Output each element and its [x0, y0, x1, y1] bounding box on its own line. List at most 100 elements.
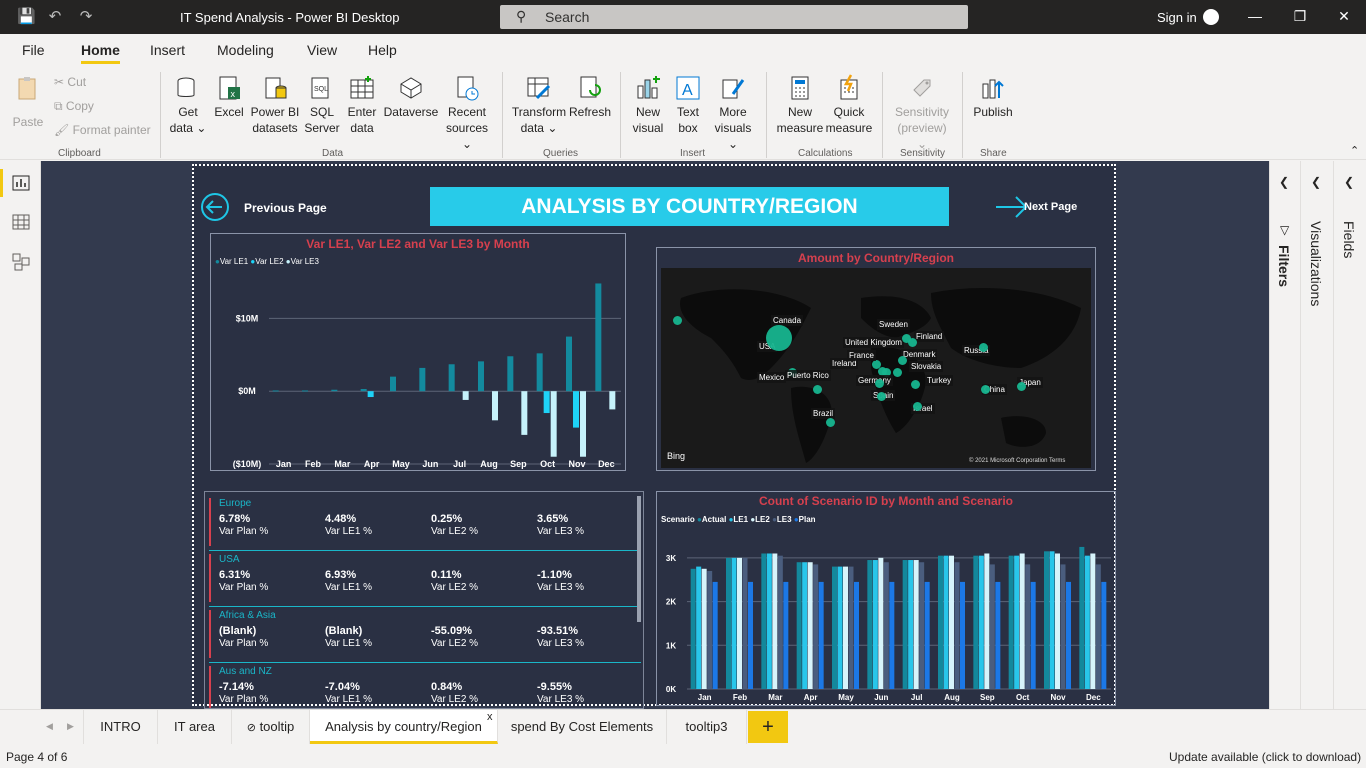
map-point[interactable] — [980, 384, 990, 394]
refresh-button[interactable]: Refresh — [568, 74, 612, 120]
kpi-row[interactable]: USA 6.31% Var Plan % 6.93% Var LE1 % 0.11% Var… — [205, 552, 643, 608]
get-data-button[interactable]: Get data ⌄ — [168, 74, 208, 136]
sql-server-button[interactable]: SQL SQL Server — [304, 74, 340, 136]
previous-page-button[interactable]: Previous Page — [244, 201, 327, 215]
kpi-value: 0.25% — [431, 513, 463, 525]
map-point[interactable] — [910, 379, 920, 389]
kpi-row[interactable]: Aus and NZ -7.14% Var Plan % -7.04% Var LE1 … — [205, 664, 643, 708]
filters-pane[interactable]: ❮ ▽ Filters — [1269, 161, 1300, 709]
excel-button[interactable]: x Excel — [212, 74, 246, 120]
enter-data-button[interactable]: Enter data — [344, 74, 380, 136]
collapse-visualizations-icon[interactable]: ❮ — [1311, 175, 1322, 189]
publish-button[interactable]: Publish — [970, 74, 1016, 120]
map-point[interactable] — [901, 333, 911, 343]
model-view-icon[interactable] — [12, 253, 30, 271]
menu-help[interactable]: Help — [368, 42, 397, 58]
kpi-row[interactable]: Africa & Asia (Blank) Var Plan % (Blank) Var… — [205, 608, 643, 664]
map-point[interactable] — [766, 325, 792, 351]
menu-modeling[interactable]: Modeling — [217, 42, 274, 58]
report-view-icon[interactable] — [12, 175, 30, 191]
header-banner: ANALYSIS BY COUNTRY/REGION — [430, 187, 949, 226]
kpi-accent — [209, 610, 211, 658]
transform-data-icon — [527, 77, 551, 100]
data-view-icon[interactable] — [12, 214, 30, 230]
y-tick-label: 1K — [666, 641, 676, 650]
add-page-icon[interactable]: + — [748, 711, 788, 743]
fields-pane[interactable]: ❮ Fields — [1333, 161, 1366, 709]
sign-in-link[interactable]: Sign in — [1157, 10, 1197, 25]
menu-insert[interactable]: Insert — [150, 42, 186, 58]
map-canvas[interactable]: Canada USA Mexico Puerto Rico Brazil Ireland U… — [661, 268, 1091, 468]
kpi-list[interactable]: Europe 6.78% Var Plan % 4.48% Var LE1 % 0.25%… — [204, 491, 644, 709]
kpi-row[interactable]: Europe 6.78% Var Plan % 4.48% Var LE1 % 0.25%… — [205, 496, 643, 552]
next-page-button[interactable]: Next Page — [1024, 201, 1078, 213]
save-icon[interactable]: 💾 — [17, 8, 36, 25]
tab-intro[interactable]: INTRO — [83, 710, 158, 744]
text-box-button[interactable]: A Text box — [670, 74, 706, 136]
menu-file[interactable]: File — [22, 42, 45, 58]
collapse-ribbon-icon[interactable]: ⌃ — [1350, 145, 1360, 157]
dataverse-button[interactable]: Dataverse — [383, 74, 439, 120]
more-visuals-button[interactable]: More visuals ⌄ — [708, 74, 758, 152]
previous-page-icon[interactable] — [200, 192, 230, 222]
close-tab-icon[interactable]: x — [487, 711, 493, 723]
map-point[interactable] — [897, 355, 907, 365]
bar — [984, 553, 990, 689]
map-point[interactable] — [825, 417, 835, 427]
collapse-filters-icon[interactable]: ❮ — [1279, 175, 1290, 189]
tab-scroll-right-icon[interactable]: ▶ — [67, 721, 74, 731]
map-point[interactable] — [874, 378, 884, 388]
recent-sources-button[interactable]: Recent sources ⌄ — [440, 74, 494, 152]
format-painter-button[interactable]: 🖌 Format painter — [54, 122, 151, 138]
copy-button[interactable]: ⧉ Copy — [54, 98, 94, 114]
new-measure-button[interactable]: New measure — [776, 74, 824, 136]
map-point[interactable] — [907, 337, 917, 347]
kpi-scrollbar[interactable] — [637, 496, 641, 622]
sensitivity-button[interactable]: Sensitivity (preview) ⌄ — [892, 74, 952, 152]
undo-icon[interactable]: ↶ — [48, 8, 62, 25]
new-visual-button[interactable]: New visual — [630, 74, 666, 136]
tab-tooltip[interactable]: ⊘ tooltip — [232, 710, 310, 744]
tab-tooltip3[interactable]: tooltip3 — [667, 710, 747, 744]
minimize-icon[interactable]: — — [1248, 8, 1262, 24]
tab-spend-by-cost-elements[interactable]: spend By Cost Elements — [498, 710, 667, 744]
menu-view[interactable]: View — [307, 42, 338, 58]
map-point[interactable] — [672, 315, 682, 325]
map-point[interactable] — [876, 391, 886, 401]
map-point[interactable] — [912, 401, 922, 411]
tab-it-area[interactable]: IT area — [158, 710, 232, 744]
bar — [978, 555, 984, 689]
map-point[interactable] — [871, 359, 881, 369]
x-tick-label: Oct — [540, 459, 555, 469]
fields-label[interactable]: Fields — [1341, 221, 1357, 259]
visualizations-pane[interactable]: ❮ Visualizations — [1300, 161, 1333, 709]
filters-label[interactable]: Filters — [1276, 245, 1292, 288]
bar — [609, 391, 616, 410]
next-page-icon[interactable] — [994, 192, 1028, 222]
var-le-chart[interactable]: Var LE1, Var LE2 and Var LE3 by Month ●V… — [210, 233, 626, 471]
scenario-count-chart[interactable]: Count of Scenario ID by Month and Scenar… — [656, 491, 1116, 706]
map-point[interactable] — [978, 342, 988, 352]
menu-home[interactable]: Home — [81, 42, 120, 64]
redo-icon[interactable]: ↷ — [79, 8, 93, 25]
map-point[interactable] — [812, 384, 822, 394]
power-bi-datasets-button[interactable]: Power BI datasets — [249, 74, 301, 136]
quick-measure-button[interactable]: Quick measure — [824, 74, 874, 136]
restore-icon[interactable]: ❐ — [1293, 8, 1307, 24]
map-point[interactable] — [892, 367, 902, 377]
search-box[interactable]: ⚲ Search — [500, 5, 968, 29]
tab-analysis-by-country[interactable]: Analysis by country/Region x — [310, 710, 498, 744]
country-map[interactable]: Amount by Country/Region Canada USA Mexico… — [656, 247, 1096, 471]
visualizations-label[interactable]: Visualizations — [1308, 221, 1324, 307]
tab-scroll-left-icon[interactable]: ◀ — [46, 721, 53, 731]
update-available-link[interactable]: Update available (click to download) — [1169, 750, 1362, 764]
paste-button[interactable]: Paste — [10, 74, 46, 129]
close-icon[interactable]: ✕ — [1338, 8, 1350, 24]
map-point[interactable] — [1016, 381, 1026, 391]
avatar[interactable] — [1203, 9, 1219, 25]
cut-button[interactable]: ✂ Cut — [54, 74, 86, 90]
collapse-fields-icon[interactable]: ❮ — [1344, 175, 1355, 189]
kpi-value: -7.04% — [325, 681, 360, 693]
map-point[interactable] — [881, 367, 891, 377]
transform-data-button[interactable]: Transform data ⌄ — [510, 74, 568, 136]
